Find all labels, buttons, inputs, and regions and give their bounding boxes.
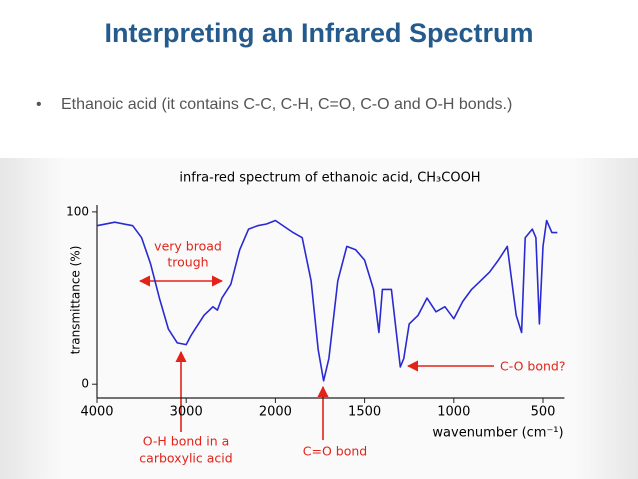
spectrum-line	[96, 219, 558, 382]
annotation: carboxylic acid	[139, 451, 232, 466]
bullet-text: Ethanoic acid (it contains C-C, C-H, C=O…	[61, 96, 513, 113]
x-tick-label: 4000	[80, 405, 113, 420]
chart: infra-red spectrum of ethanoic acid, CH₃…	[0, 158, 638, 479]
bullet-dot: •	[36, 96, 42, 113]
background	[0, 158, 638, 479]
x-tick-label: 2000	[259, 405, 292, 420]
annotation: C=O bond	[303, 444, 367, 459]
x-axis-label: wavenumber (cm⁻¹)	[432, 426, 563, 441]
annotation: C-O bond?	[500, 359, 565, 374]
x-tick-label: 1000	[437, 405, 470, 420]
bullet: • Ethanoic acid (it contains C-C, C-H, C=…	[36, 92, 536, 117]
y-tick-label: 100	[66, 204, 89, 218]
y-tick-label: 0	[81, 377, 89, 391]
annotation: very broad	[154, 239, 222, 254]
slide-title: Interpreting an Infrared Spectrum	[104, 18, 534, 48]
annotation: O-H bond in a	[143, 434, 230, 449]
x-tick-label: 500	[531, 405, 556, 420]
annotation: trough	[167, 255, 208, 270]
chart-title: infra-red spectrum of ethanoic acid, CH₃…	[179, 171, 480, 186]
y-axis-label: transmittance (%)	[69, 246, 83, 355]
x-tick-label: 3000	[170, 405, 203, 420]
x-tick-label: 1500	[348, 405, 381, 420]
